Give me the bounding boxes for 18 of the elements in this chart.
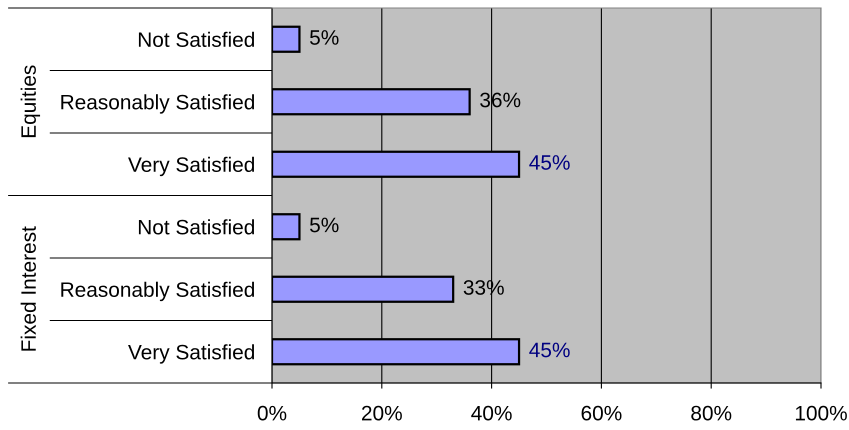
x-tick-label: 100% <box>796 406 847 421</box>
y-tick-label: Reasonably Satisfied <box>61 282 254 302</box>
x-tick-label: 20% <box>362 406 402 421</box>
y-tick-label: Not Satisfied <box>138 219 254 235</box>
x-tick-label: 0% <box>258 406 286 421</box>
data-label: 45% <box>529 155 570 170</box>
x-tick-label: 80% <box>691 406 732 421</box>
data-label: 5% <box>310 30 339 45</box>
x-tick-label: 60% <box>582 406 622 421</box>
data-label: 45% <box>529 342 570 358</box>
text: Equities <box>20 65 40 138</box>
y-tick-label: Very Satisfied <box>128 344 254 364</box>
y-tick-label: Very Satisfied <box>128 156 254 176</box>
y-tick-label: Not Satisfied <box>138 32 254 48</box>
x-tick-label: 40% <box>471 406 512 421</box>
text: Fixed Interest <box>20 226 36 351</box>
data-label: 5% <box>310 218 339 232</box>
y-tick-label: Reasonably Satisfied <box>61 94 254 114</box>
